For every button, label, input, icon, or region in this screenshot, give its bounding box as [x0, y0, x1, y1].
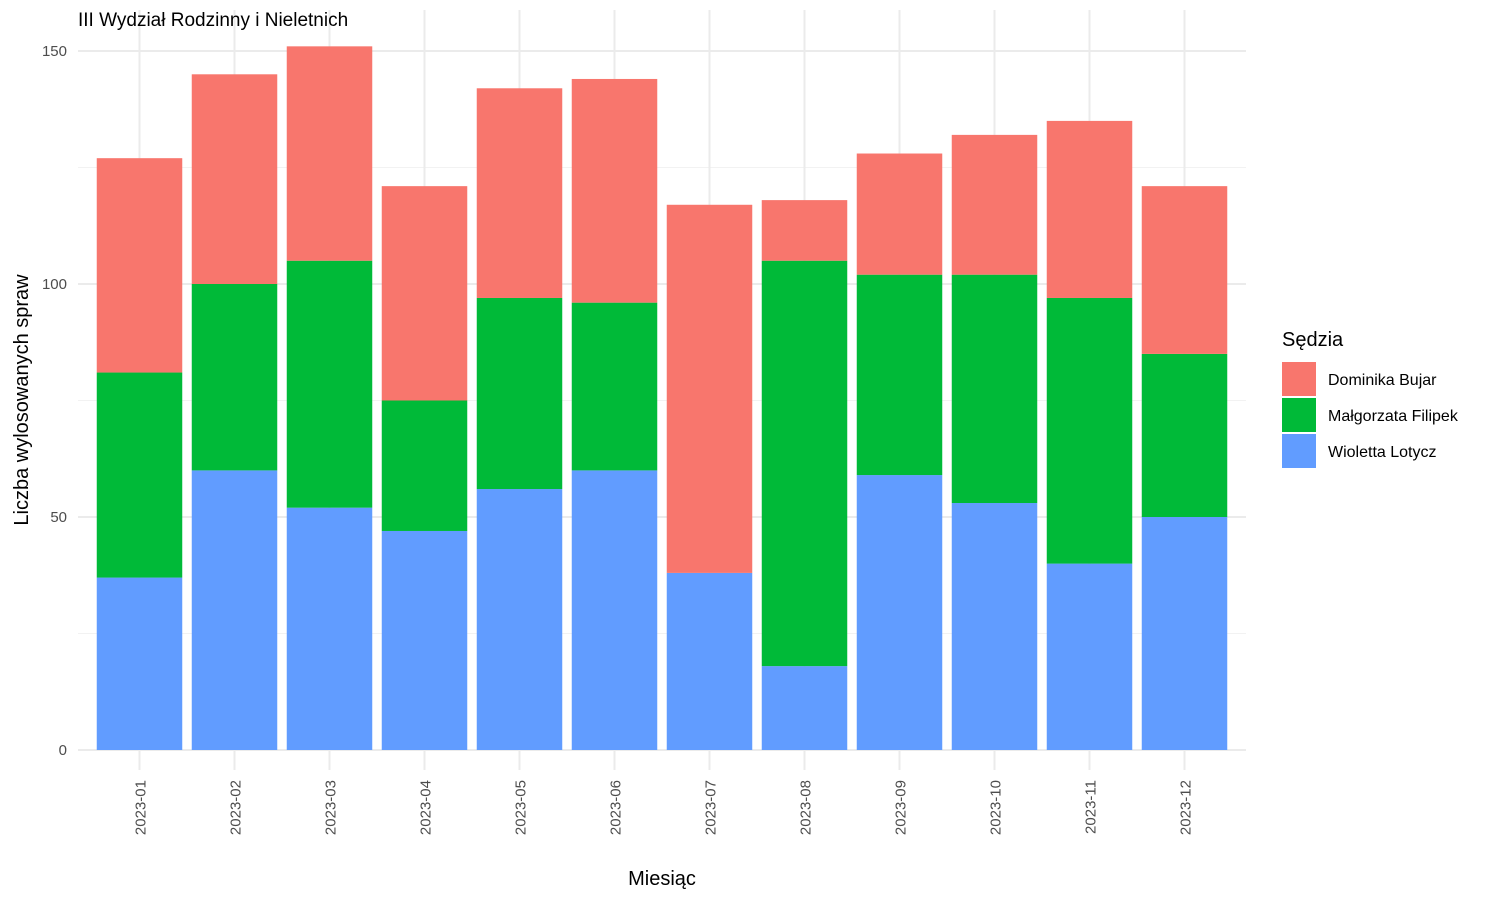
legend-key: [1282, 362, 1316, 396]
x-tick-label: 2023-11: [1083, 780, 1100, 834]
bar-dominika-bujar-2023-02: [191, 74, 278, 284]
bar-wioletta-lotycz-2023-05: [476, 489, 563, 750]
bar-dominika-bujar-2023-05: [476, 88, 563, 298]
x-tick-label: 2023-06: [608, 780, 625, 835]
bar-wioletta-lotycz-2023-06: [571, 470, 658, 750]
bar-wioletta-lotycz-2023-09: [856, 475, 943, 750]
legend-label: Małgorzata Filipek: [1328, 408, 1459, 425]
bar-wioletta-lotycz-2023-02: [191, 470, 278, 750]
x-tick-label: 2023-08: [798, 780, 815, 835]
x-tick-label: 2023-07: [703, 780, 720, 835]
bar-ma-gorzata-filipek-2023-02: [191, 284, 278, 471]
bar-dominika-bujar-2023-01: [96, 158, 183, 373]
bar-ma-gorzata-filipek-2023-08: [761, 260, 848, 667]
bar-wioletta-lotycz-2023-03: [286, 507, 373, 750]
bar-wioletta-lotycz-2023-01: [96, 577, 183, 750]
bar-dominika-bujar-2023-08: [761, 200, 848, 261]
y-axis-title: Liczba wylosowanych spraw: [11, 274, 33, 526]
bar-dominika-bujar-2023-11: [1046, 120, 1133, 298]
bar-ma-gorzata-filipek-2023-09: [856, 274, 943, 476]
x-tick-label: 2023-12: [1178, 780, 1195, 835]
bar-dominika-bujar-2023-12: [1141, 186, 1228, 354]
bars: [96, 46, 1228, 750]
x-tick-label: 2023-01: [133, 780, 150, 835]
bar-ma-gorzata-filipek-2023-06: [571, 302, 658, 471]
bar-ma-gorzata-filipek-2023-05: [476, 297, 563, 490]
x-tick-label: 2023-02: [228, 780, 245, 835]
bar-wioletta-lotycz-2023-12: [1141, 517, 1228, 750]
legend-title: Sędzia: [1282, 329, 1344, 351]
legend-key: [1282, 434, 1316, 468]
x-tick-label: 2023-09: [893, 780, 910, 835]
bar-ma-gorzata-filipek-2023-10: [951, 274, 1038, 504]
x-axis-title: Miesiąc: [628, 868, 696, 890]
y-tick-label: 50: [50, 509, 67, 526]
y-axis: 0 50 100 150: [42, 43, 67, 759]
bar-ma-gorzata-filipek-2023-12: [1141, 353, 1228, 517]
bar-ma-gorzata-filipek-2023-03: [286, 260, 373, 508]
bar-ma-gorzata-filipek-2023-04: [381, 400, 468, 531]
x-tick-label: 2023-10: [988, 780, 1005, 835]
y-tick-label: 100: [42, 276, 67, 293]
bar-wioletta-lotycz-2023-08: [761, 666, 848, 750]
legend-label: Dominika Bujar: [1328, 372, 1437, 389]
bar-dominika-bujar-2023-07: [666, 204, 753, 573]
x-tick-label: 2023-04: [418, 780, 435, 835]
y-tick-label: 150: [42, 43, 67, 60]
chart-title: III Wydział Rodzinny i Nieletnich: [78, 10, 348, 31]
bar-dominika-bujar-2023-03: [286, 46, 373, 261]
bar-wioletta-lotycz-2023-04: [381, 530, 468, 750]
bar-ma-gorzata-filipek-2023-01: [96, 372, 183, 578]
y-tick-label: 0: [59, 742, 67, 759]
legend-key: [1282, 398, 1316, 432]
bar-dominika-bujar-2023-04: [381, 186, 468, 401]
legend: Sędzia Dominika Bujar Małgorzata Filipek W…: [1282, 329, 1459, 468]
bar-ma-gorzata-filipek-2023-11: [1046, 297, 1133, 564]
x-tick-label: 2023-05: [513, 780, 530, 835]
bar-dominika-bujar-2023-06: [571, 78, 658, 303]
bar-wioletta-lotycz-2023-11: [1046, 563, 1133, 750]
bar-wioletta-lotycz-2023-10: [951, 503, 1038, 750]
bar-dominika-bujar-2023-09: [856, 153, 943, 275]
bar-dominika-bujar-2023-10: [951, 134, 1038, 275]
x-tick-label: 2023-03: [323, 780, 340, 835]
legend-label: Wioletta Lotycz: [1328, 444, 1436, 461]
x-axis: 2023-01 2023-02 2023-03 2023-04 2023-05 2023-…: [133, 780, 1195, 835]
bar-wioletta-lotycz-2023-07: [666, 572, 753, 750]
